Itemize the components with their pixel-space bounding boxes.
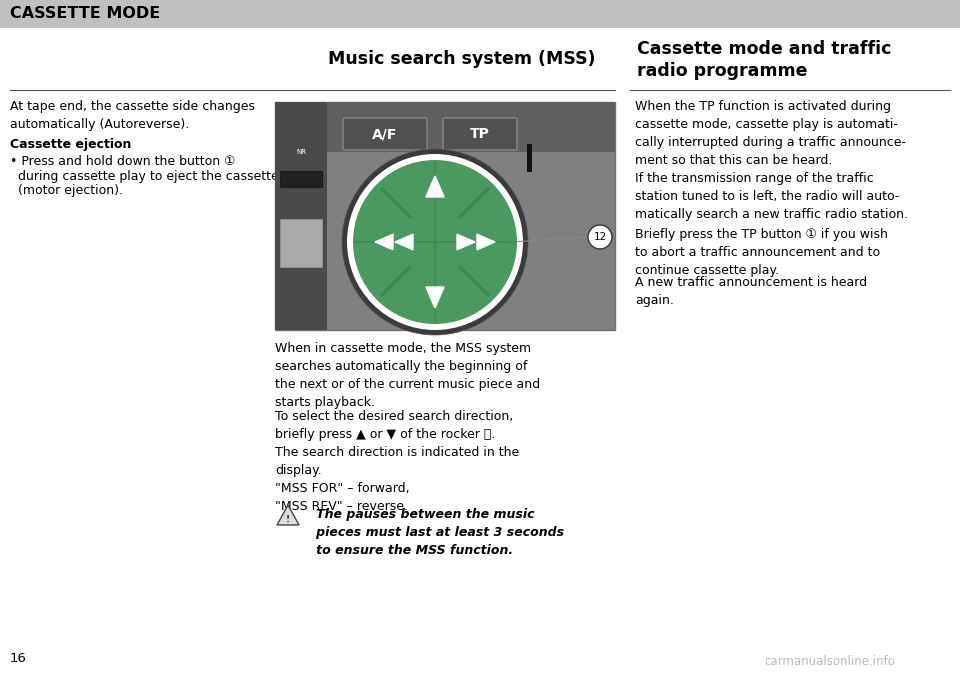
Text: Cassette ejection: Cassette ejection: [10, 138, 132, 151]
Text: Cassette mode and traffic
radio programme: Cassette mode and traffic radio programm…: [637, 40, 892, 80]
Text: At tape end, the cassette side changes
automatically (Autoreverse).: At tape end, the cassette side changes a…: [10, 100, 255, 131]
Text: Music search system (MSS): Music search system (MSS): [327, 50, 595, 68]
Bar: [275, 102, 327, 330]
Text: Briefly press the TP button ① if you wish
to abort a traffic announcement and to: Briefly press the TP button ① if you wis…: [635, 228, 888, 277]
Circle shape: [347, 154, 523, 330]
Text: A/F: A/F: [372, 127, 397, 141]
Text: 16: 16: [10, 652, 27, 665]
Bar: [280, 219, 322, 267]
Polygon shape: [457, 234, 475, 250]
Bar: [280, 171, 322, 187]
Text: NR: NR: [296, 149, 306, 155]
Text: during cassette play to eject the cassette: during cassette play to eject the casset…: [10, 170, 278, 183]
Text: A new traffic announcement is heard
again.: A new traffic announcement is heard agai…: [635, 276, 867, 307]
Text: CASSETTE MODE: CASSETTE MODE: [10, 7, 160, 22]
Polygon shape: [395, 234, 413, 250]
Bar: [527, 144, 532, 172]
Text: 12: 12: [593, 232, 607, 242]
FancyBboxPatch shape: [343, 118, 427, 150]
Text: • Press and hold down the button ①: • Press and hold down the button ①: [10, 155, 235, 168]
Circle shape: [588, 225, 612, 249]
Text: !: !: [286, 515, 290, 523]
Text: If the transmission range of the traffic
station tuned to is left, the radio wil: If the transmission range of the traffic…: [635, 172, 908, 221]
FancyBboxPatch shape: [443, 118, 517, 150]
Bar: [327, 102, 615, 152]
Polygon shape: [375, 234, 393, 250]
Text: The search direction is indicated in the
display.
"MSS FOR" – forward,
"MSS REV": The search direction is indicated in the…: [275, 446, 519, 513]
Text: (motor ejection).: (motor ejection).: [10, 184, 123, 197]
Circle shape: [353, 160, 517, 324]
Text: To select the desired search direction,
briefly press ▲ or ▼ of the rocker ⓫.: To select the desired search direction, …: [275, 410, 514, 441]
Text: The pauses between the music
   pieces must last at least 3 seconds
   to ensure: The pauses between the music pieces must…: [303, 508, 564, 557]
Text: TP: TP: [470, 127, 490, 141]
Text: When the TP function is activated during
cassette mode, cassette play is automat: When the TP function is activated during…: [635, 100, 906, 167]
Bar: [0, 0, 960, 28]
Text: carmanualsonline.info: carmanualsonline.info: [764, 655, 896, 668]
Bar: [275, 102, 615, 330]
Polygon shape: [426, 176, 444, 197]
Polygon shape: [477, 234, 495, 250]
Polygon shape: [426, 287, 444, 308]
Text: When in cassette mode, the MSS system
searches automatically the beginning of
th: When in cassette mode, the MSS system se…: [275, 342, 540, 409]
Polygon shape: [277, 505, 299, 525]
Circle shape: [342, 149, 528, 335]
